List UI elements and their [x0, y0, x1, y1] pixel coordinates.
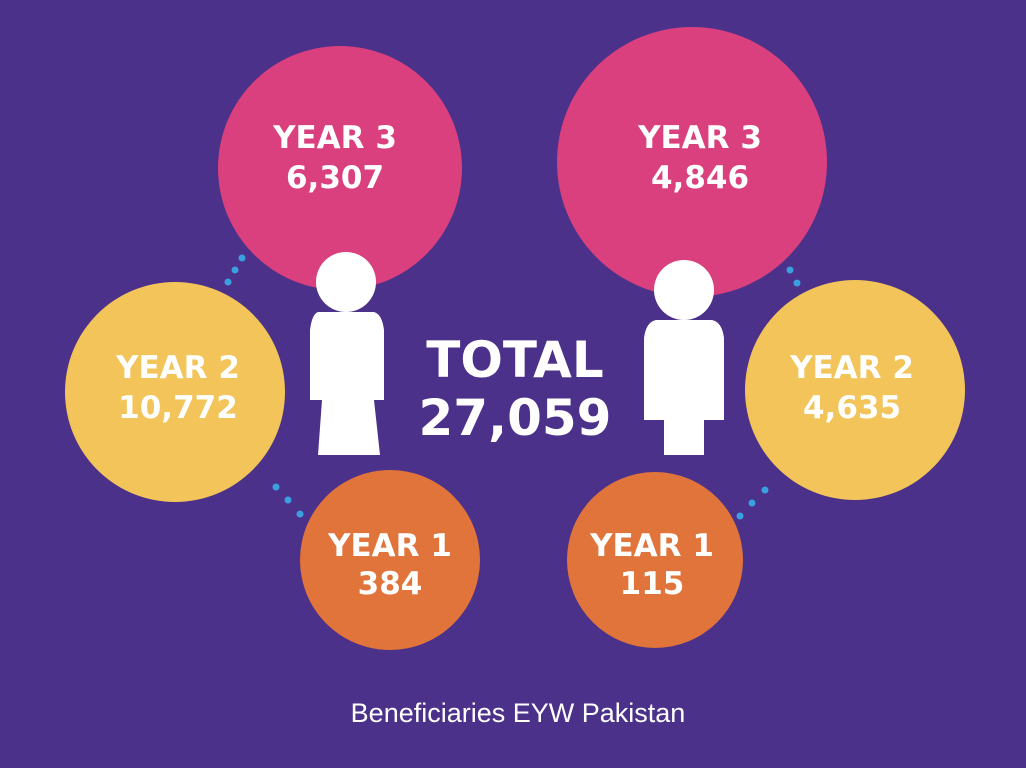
circle-label: YEAR 1	[327, 528, 452, 564]
circle-label: YEAR 3	[272, 120, 397, 156]
circle-value: 6,307	[286, 160, 384, 196]
circle-value: 4,635	[803, 390, 901, 426]
circle-right-year3	[557, 27, 827, 297]
male-figure	[644, 260, 724, 455]
circle-value: 384	[358, 566, 423, 602]
connector-dots	[224, 254, 801, 520]
circle-label: YEAR 2	[789, 350, 914, 386]
circle-label: YEAR 2	[115, 350, 240, 386]
circle-label: YEAR 3	[637, 120, 762, 156]
circle-left-year2	[65, 282, 285, 502]
circle-left-year1	[300, 470, 480, 650]
circle-left-year3	[218, 46, 462, 290]
circle-value: 4,846	[651, 160, 749, 196]
total-value: 27,059	[419, 389, 612, 447]
caption: Beneficiaries EYW Pakistan	[351, 698, 686, 728]
total-label: TOTAL	[426, 331, 603, 389]
circle-value: 115	[620, 566, 685, 602]
circle-value: 10,772	[118, 390, 238, 426]
circle-right-year2	[745, 280, 965, 500]
circle-right-year1	[567, 472, 743, 648]
female-figure	[310, 252, 384, 455]
circle-label: YEAR 1	[589, 528, 714, 564]
